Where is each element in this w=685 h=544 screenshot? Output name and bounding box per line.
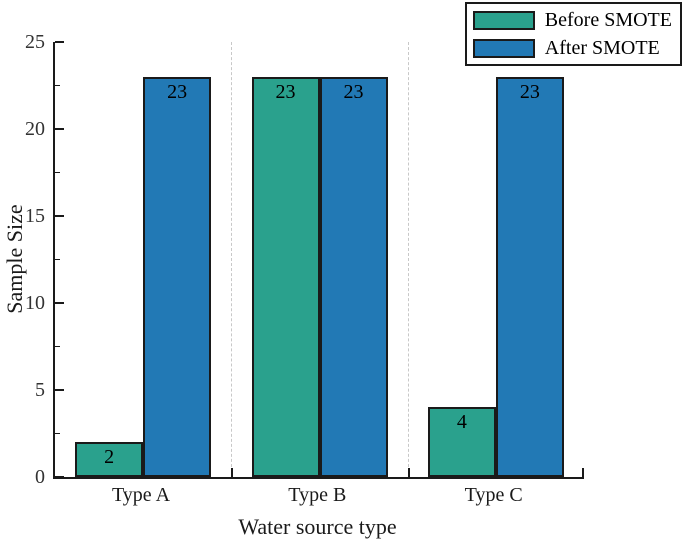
y-tick-label: 10 (25, 292, 45, 314)
bar-before-smote: 4 (427, 407, 496, 477)
y-tick-label: 15 (25, 205, 45, 227)
y-minor-tick (55, 345, 60, 348)
y-minor-tick (55, 84, 60, 87)
y-major-tick (55, 215, 64, 217)
bar-value-label: 2 (104, 446, 115, 469)
bar-value-label: 4 (456, 411, 467, 434)
x-boundary-tick (407, 468, 410, 477)
legend-swatch-before-smote-icon (472, 10, 535, 30)
y-major-tick (55, 128, 64, 130)
bar-value-label: 23 (275, 80, 296, 103)
legend-label-after-smote: After SMOTE (544, 37, 660, 59)
legend-label-before-smote: Before SMOTE (544, 9, 672, 31)
y-major-tick (55, 476, 64, 478)
bar-after-smote: 23 (143, 76, 212, 477)
y-minor-tick (55, 258, 60, 261)
x-category-label: Type C (464, 484, 523, 506)
bar-value-label: 23 (519, 80, 540, 103)
legend-row-before-smote: Before SMOTE (472, 8, 672, 32)
x-category-label: Type A (111, 484, 171, 506)
legend: Before SMOTE After SMOTE (464, 2, 682, 66)
y-tick-label: 20 (25, 118, 45, 140)
x-boundary-tick (582, 468, 584, 477)
legend-swatch-after-smote-icon (472, 38, 535, 58)
category-boundary-gridline (231, 42, 233, 477)
x-category-label: Type B (288, 484, 347, 506)
legend-row-after-smote: After SMOTE (472, 36, 672, 60)
y-tick-label: 0 (35, 466, 45, 488)
x-axis-title: Water source type (238, 514, 397, 539)
y-major-tick (55, 302, 64, 304)
y-minor-tick (55, 432, 60, 435)
y-tick-label: 25 (25, 31, 45, 53)
bar-before-smote: 23 (251, 76, 320, 477)
bar-after-smote: 23 (319, 76, 388, 477)
y-major-tick (55, 389, 64, 391)
bar-after-smote: 23 (495, 76, 564, 477)
y-tick-label: 5 (35, 379, 45, 401)
category-boundary-gridline (407, 42, 409, 477)
bar-value-label: 23 (167, 80, 188, 103)
x-boundary-tick (231, 468, 234, 477)
plot-area: 2 23 4 23 23 23 (53, 41, 584, 479)
bar-value-label: 23 (343, 80, 364, 103)
bar-before-smote: 2 (75, 442, 144, 477)
y-major-tick (55, 41, 64, 44)
y-minor-tick (55, 171, 60, 174)
